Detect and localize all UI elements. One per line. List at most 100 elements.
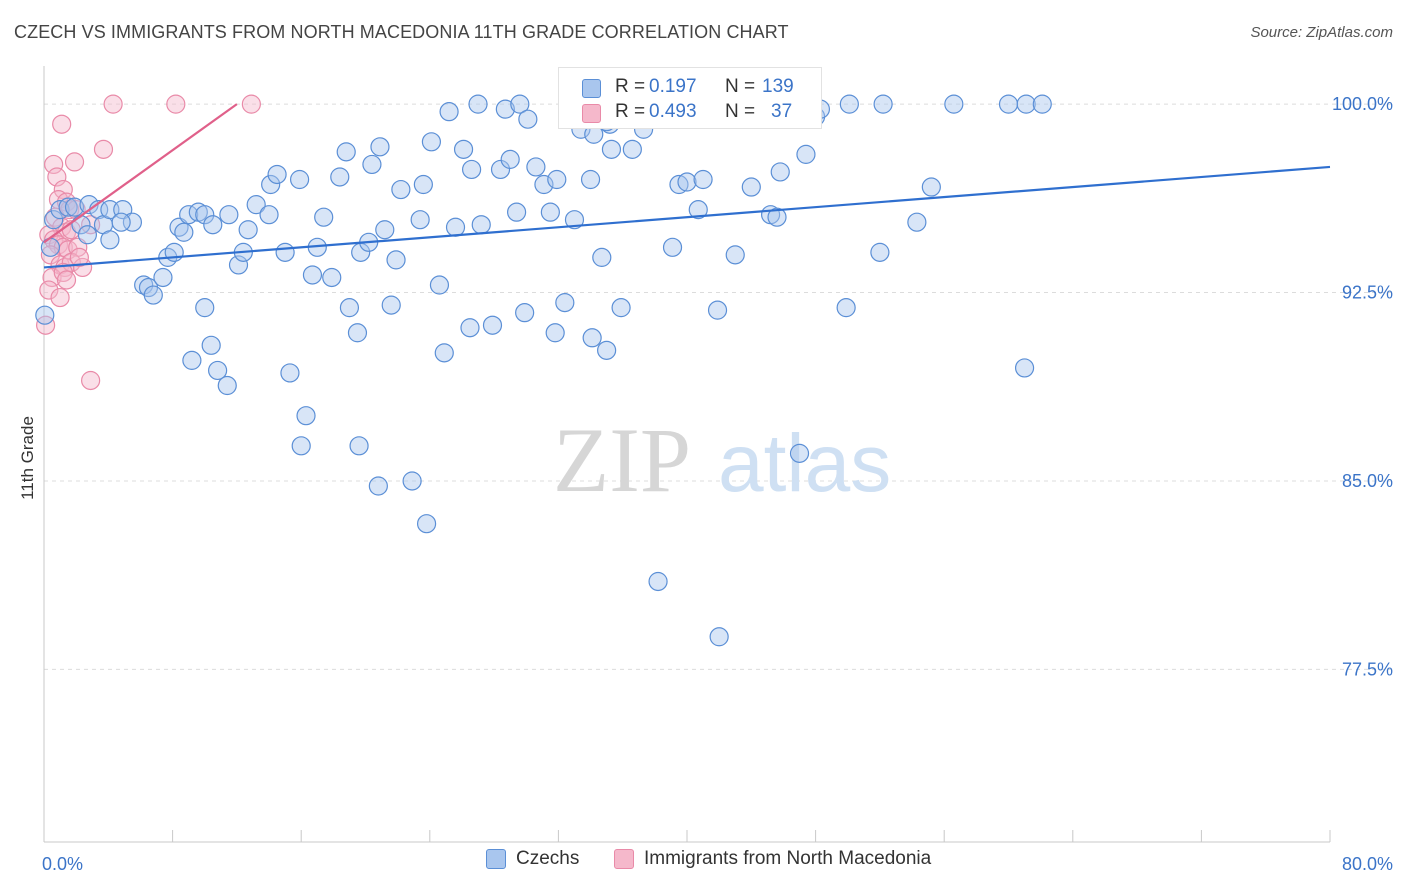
trend-line-czechs bbox=[43, 165, 1331, 269]
point-macedonia bbox=[56, 270, 77, 290]
source-label: Source: ZipAtlas.com bbox=[1250, 24, 1393, 41]
point-czechs bbox=[182, 350, 202, 370]
point-czechs bbox=[944, 94, 964, 114]
point-czechs bbox=[416, 514, 437, 534]
point-czechs bbox=[370, 137, 390, 157]
point-czechs bbox=[421, 132, 442, 152]
stats-n-value: 139 bbox=[762, 76, 794, 97]
point-czechs bbox=[601, 139, 622, 159]
point-czechs bbox=[203, 215, 223, 235]
point-czechs bbox=[322, 267, 342, 288]
point-czechs bbox=[709, 627, 729, 647]
y-tick-label: 100.0% bbox=[1332, 94, 1393, 114]
watermark: ZIP atlas bbox=[553, 409, 891, 511]
point-czechs bbox=[460, 318, 480, 338]
point-czechs bbox=[998, 94, 1019, 114]
point-czechs bbox=[228, 255, 249, 275]
point-czechs bbox=[518, 109, 538, 129]
point-macedonia bbox=[50, 287, 70, 308]
point-czechs bbox=[100, 230, 120, 250]
point-czechs bbox=[500, 149, 520, 169]
point-macedonia bbox=[36, 315, 56, 335]
chart-title: CZECH VS IMMIGRANTS FROM NORTH MACEDONIA… bbox=[14, 22, 789, 42]
point-czechs bbox=[688, 200, 708, 220]
stats-r-value: 0.493 bbox=[649, 101, 697, 122]
point-czechs bbox=[534, 174, 554, 195]
point-czechs bbox=[662, 237, 683, 257]
point-czechs bbox=[246, 195, 266, 215]
point-czechs bbox=[289, 169, 310, 190]
point-macedonia bbox=[166, 94, 186, 114]
point-czechs bbox=[291, 436, 311, 456]
point-czechs bbox=[707, 300, 728, 320]
point-czechs bbox=[195, 298, 215, 318]
point-czechs bbox=[445, 217, 466, 237]
point-czechs bbox=[391, 179, 411, 200]
point-czechs bbox=[280, 363, 300, 383]
stats-n-value: 37 bbox=[771, 101, 793, 122]
legend-swatch-czechs bbox=[486, 849, 506, 869]
point-czechs bbox=[336, 142, 356, 162]
point-czechs bbox=[35, 305, 55, 325]
point-czechs bbox=[471, 215, 491, 235]
point-czechs bbox=[507, 202, 527, 222]
point-czechs bbox=[540, 202, 560, 222]
point-czechs bbox=[330, 167, 350, 187]
point-czechs bbox=[386, 250, 406, 270]
point-czechs bbox=[545, 323, 565, 343]
y-axis-label: 11th Grade bbox=[18, 416, 37, 500]
tick-labels: 100.0% 92.5% 85.0% 77.5% 0.0% 80.0% bbox=[42, 94, 1393, 874]
point-czechs bbox=[153, 267, 173, 288]
point-czechs bbox=[547, 169, 567, 190]
point-czechs bbox=[669, 174, 689, 195]
point-czechs bbox=[564, 210, 585, 230]
legend-item-macedonia[interactable]: Immigrants from North Macedonia bbox=[614, 848, 931, 870]
point-czechs bbox=[238, 220, 258, 240]
stats-r-value: 0.197 bbox=[649, 76, 697, 97]
stats-swatch-czechs bbox=[582, 79, 601, 98]
point-czechs bbox=[314, 207, 334, 227]
point-czechs bbox=[648, 571, 668, 592]
point-czechs bbox=[347, 323, 368, 343]
point-czechs bbox=[767, 207, 787, 227]
point-macedonia bbox=[241, 94, 261, 114]
point-czechs bbox=[510, 94, 530, 114]
point-czechs bbox=[267, 164, 287, 185]
point-czechs bbox=[839, 94, 859, 114]
y-tick-label: 85.0% bbox=[1342, 471, 1393, 491]
point-czechs bbox=[741, 177, 761, 197]
point-czechs bbox=[64, 197, 85, 217]
y-tick-label: 92.5% bbox=[1342, 283, 1393, 303]
point-czechs bbox=[873, 94, 893, 114]
point-czechs bbox=[339, 298, 360, 318]
point-czechs bbox=[836, 298, 856, 318]
legend-label-czechs: Czechs bbox=[516, 848, 580, 869]
stats-r-label: R = bbox=[615, 76, 646, 97]
legend-item-czechs[interactable]: Czechs bbox=[486, 848, 579, 870]
stats-swatch-macedonia bbox=[582, 104, 601, 123]
point-czechs bbox=[789, 443, 810, 463]
point-czechs bbox=[275, 242, 295, 262]
point-czechs bbox=[907, 212, 927, 232]
point-czechs bbox=[461, 159, 482, 180]
point-macedonia bbox=[81, 370, 101, 391]
point-czechs bbox=[1032, 94, 1052, 114]
point-czechs bbox=[111, 212, 131, 232]
point-czechs bbox=[468, 94, 488, 114]
point-czechs bbox=[261, 174, 281, 195]
point-czechs bbox=[219, 205, 239, 225]
point-macedonia bbox=[40, 245, 61, 265]
point-czechs bbox=[302, 265, 323, 285]
point-czechs bbox=[217, 375, 237, 396]
axes bbox=[43, 66, 1331, 843]
point-czechs bbox=[195, 205, 215, 225]
point-czechs bbox=[796, 144, 816, 164]
bottom-legend: Czechs Immigrants from North Macedonia bbox=[0, 848, 1406, 880]
point-czechs bbox=[439, 102, 459, 122]
point-czechs bbox=[622, 139, 642, 159]
point-czechs bbox=[402, 471, 422, 491]
point-czechs bbox=[122, 212, 143, 232]
point-macedonia bbox=[44, 154, 64, 175]
stats-legend: R = 0.197 N = 139 R = 0.493 N = 37 bbox=[558, 67, 822, 129]
point-czechs bbox=[453, 139, 474, 159]
